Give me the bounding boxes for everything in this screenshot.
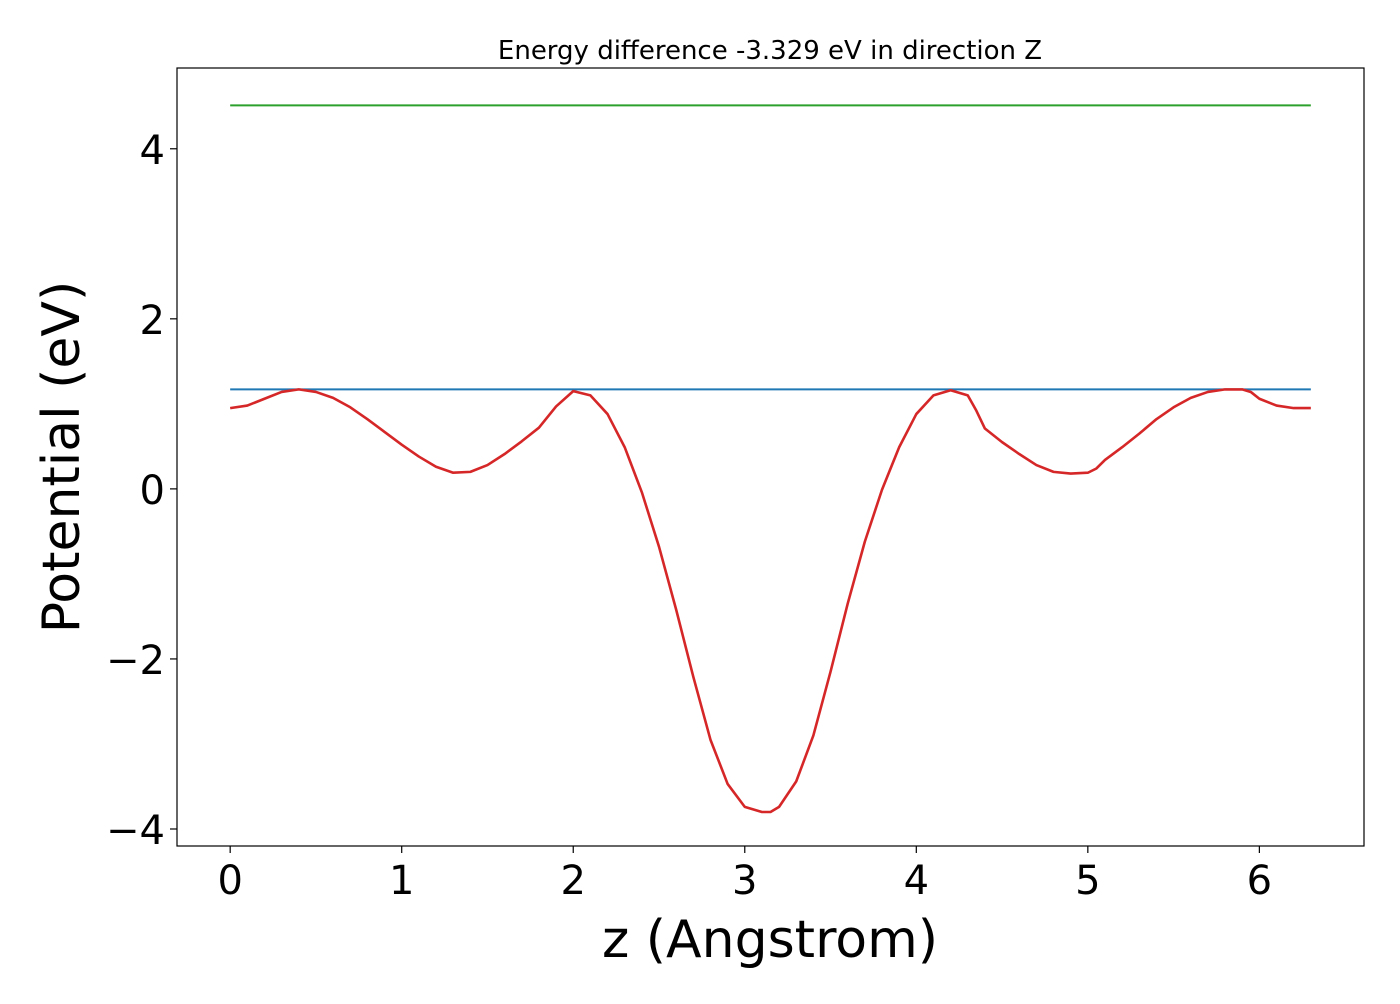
chart-title: Energy difference -3.329 eV in direction… — [498, 36, 1042, 66]
y-tick-label: 0 — [140, 468, 165, 514]
y-tick-label: −2 — [106, 638, 165, 684]
y-tick-label: −4 — [106, 808, 165, 854]
y-axis-label: Potential (eV) — [32, 281, 92, 633]
x-tick-label: 1 — [389, 858, 414, 904]
plot-area: 0 1 2 3 4 5 6 −4 −2 0 2 4 — [106, 67, 1365, 904]
x-tick-label: 3 — [732, 858, 757, 904]
axes-frame — [176, 67, 1365, 847]
series-line-3 — [229, 388, 1311, 814]
x-axis-label: z (Angstrom) — [602, 910, 938, 970]
x-tick-label: 4 — [904, 858, 929, 904]
y-tick-label: 2 — [140, 298, 165, 344]
x-tick-label: 2 — [561, 858, 586, 904]
y-tick-label: 4 — [140, 128, 165, 174]
x-tick-label: 5 — [1075, 858, 1100, 904]
x-tick-label: 0 — [217, 858, 242, 904]
x-tick-label: 6 — [1247, 858, 1272, 904]
